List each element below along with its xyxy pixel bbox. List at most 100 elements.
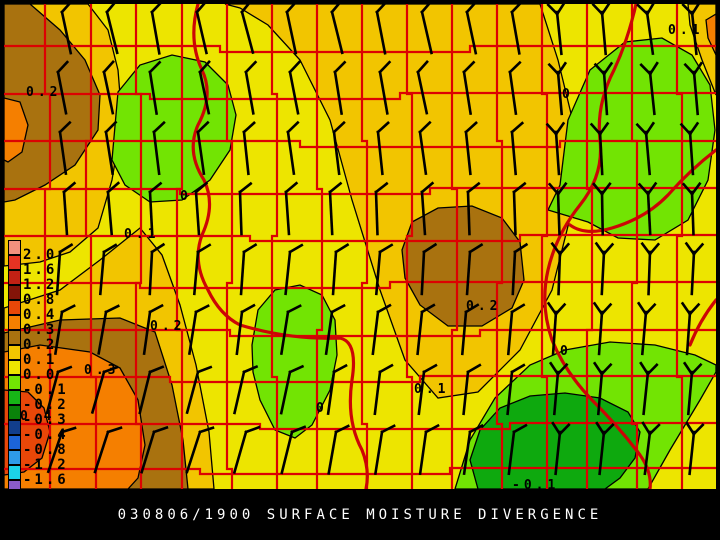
color-scale-label: 0.1 — [23, 352, 58, 368]
wind-barb — [242, 121, 256, 176]
wind-barb — [636, 301, 657, 356]
wind-barb — [640, 241, 661, 296]
wind-barb — [279, 364, 305, 415]
wind-barb — [58, 120, 72, 176]
wind-barb — [375, 4, 389, 55]
wind-barb — [284, 243, 304, 296]
wind-barb — [148, 242, 166, 296]
wind-barb — [62, 181, 77, 236]
wind-barb — [592, 361, 613, 416]
color-swatch — [8, 420, 21, 435]
color-swatch — [8, 390, 21, 405]
contour-label: 0.4 — [20, 409, 56, 424]
wind-barb — [592, 182, 612, 236]
wind-barb — [53, 304, 76, 355]
color-swatch — [8, 360, 21, 375]
color-scale-label: 0.4 — [23, 307, 58, 323]
wind-barb — [60, 4, 73, 55]
wind-barb — [685, 421, 705, 476]
color-scale-label: -0.1 — [23, 382, 69, 398]
contour-label: -0.1 — [512, 478, 560, 493]
contour-label: 0.2 — [466, 299, 502, 314]
wind-barb — [327, 424, 350, 475]
wind-barb — [548, 361, 569, 416]
contour-label: 0 — [560, 344, 572, 359]
wind-barb — [238, 181, 253, 236]
wind-barb — [148, 181, 163, 236]
wind-barb — [547, 61, 568, 116]
wind-barb — [331, 242, 350, 296]
wind-barb — [90, 365, 119, 414]
wind-barb — [636, 4, 656, 56]
color-scale-label: -1.6 — [23, 472, 69, 488]
wind-barb — [376, 121, 390, 176]
color-swatch — [8, 255, 21, 270]
wind-barb — [142, 303, 164, 356]
color-scale-label: 1.6 — [23, 262, 58, 278]
wind-barb — [641, 421, 661, 476]
color-scale-label: 0.3 — [23, 322, 58, 338]
wind-barb — [420, 181, 435, 236]
wind-barb — [105, 4, 119, 55]
wind-barb — [466, 181, 481, 236]
color-swatch — [8, 270, 21, 285]
wind-barb — [150, 4, 164, 55]
contour-label: 0 — [316, 401, 328, 416]
wind-barb — [280, 425, 307, 475]
wind-barb — [506, 303, 526, 356]
wind-barb — [460, 303, 480, 356]
wind-barb — [56, 60, 70, 115]
wind-barb — [138, 365, 165, 415]
contour-label: 0.1 — [414, 382, 450, 397]
wind-barb — [324, 303, 346, 356]
color-scale-label: -0.2 — [23, 397, 69, 413]
color-scale-label: 2.0 — [23, 247, 58, 263]
color-scale-label: -0.3 — [23, 412, 69, 428]
wind-barb — [286, 120, 300, 176]
wind-barb — [192, 243, 212, 296]
wind-barb — [510, 121, 525, 176]
wind-barb — [635, 121, 656, 176]
wind-barb — [417, 363, 438, 416]
wind-barb — [592, 301, 613, 356]
wind-barb — [378, 60, 392, 115]
wind-barb — [680, 301, 701, 356]
color-swatch — [8, 450, 21, 465]
wind-barb — [420, 4, 434, 55]
wind-barb — [185, 426, 215, 474]
wind-barb — [681, 181, 702, 236]
wind-barb — [194, 181, 209, 236]
wind-barb — [140, 425, 169, 474]
wind-barb — [462, 60, 476, 115]
wind-barb — [547, 181, 568, 236]
color-scale-label: -0.8 — [23, 442, 69, 458]
wind-barb — [288, 60, 302, 115]
wind-barb — [374, 181, 389, 236]
wind-barb-layer — [45, 4, 705, 476]
wind-barb — [462, 363, 482, 416]
wind-barb — [508, 60, 522, 116]
color-swatch — [8, 285, 21, 300]
wind-barb — [235, 303, 256, 356]
wind-barb — [589, 121, 610, 176]
wind-barb — [46, 426, 77, 474]
contour-label: 0 — [180, 189, 192, 204]
contour-label: 0.1 — [668, 23, 704, 38]
color-scale-label: 0.2 — [23, 337, 58, 353]
wind-barb — [418, 423, 440, 476]
color-scale-label: 1.2 — [23, 277, 58, 293]
wind-barb — [550, 241, 571, 296]
wind-barb — [198, 60, 211, 115]
wind-barb — [546, 4, 566, 56]
wind-barb — [371, 303, 392, 356]
wind-barb — [373, 363, 394, 416]
wind-barb — [639, 361, 659, 416]
wind-barb — [106, 181, 121, 236]
contour-label: 0.3 — [84, 363, 120, 378]
contour-label: 0 — [562, 87, 574, 102]
wind-barb — [185, 365, 213, 415]
wind-barb — [420, 242, 438, 296]
wind-barb — [98, 243, 118, 296]
